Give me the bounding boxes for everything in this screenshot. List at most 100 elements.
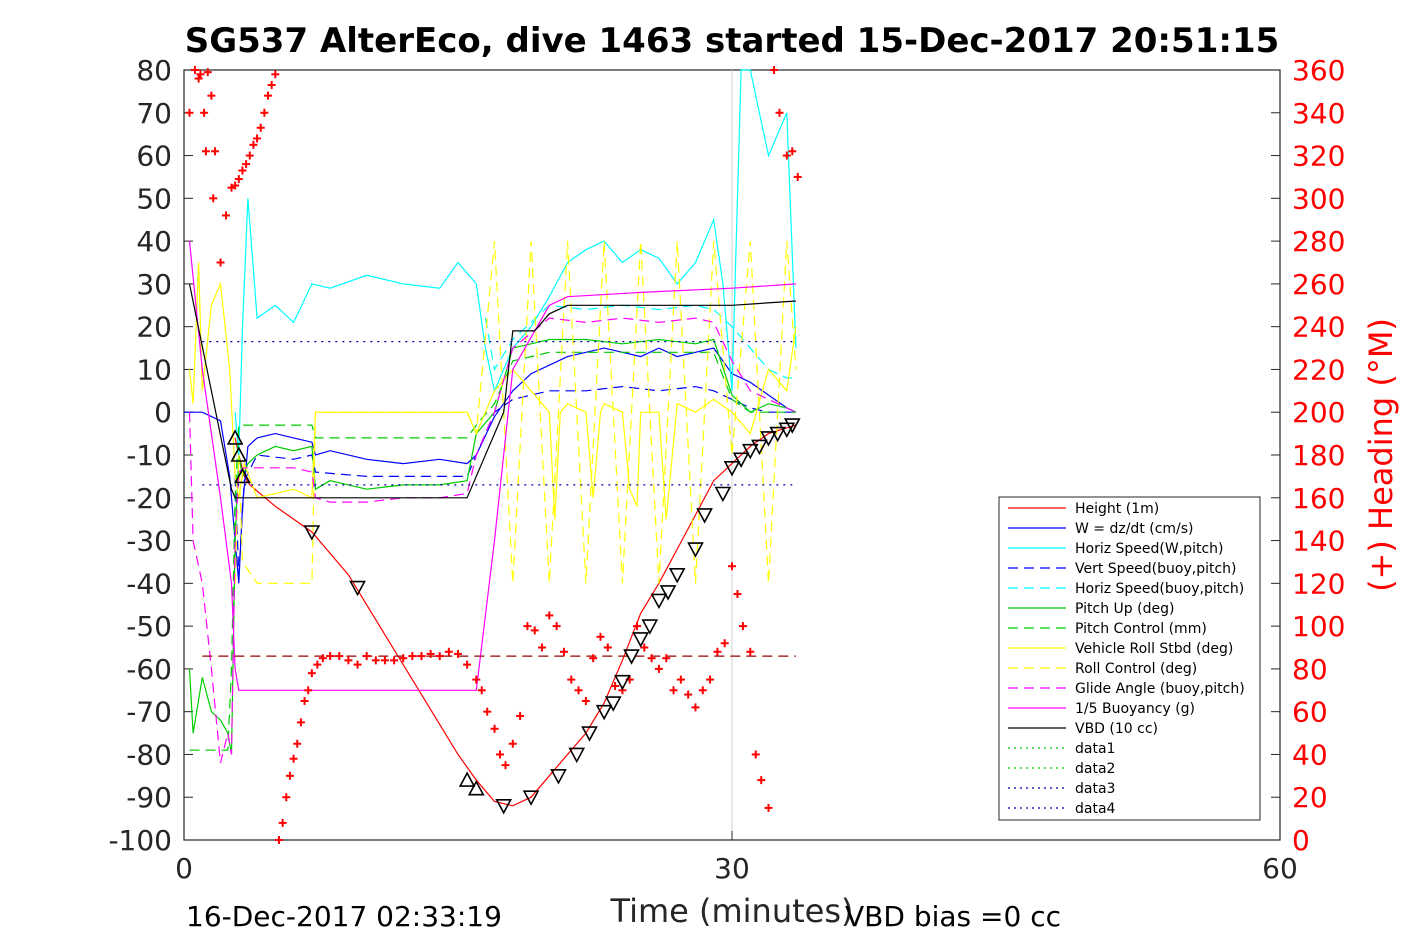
y-right-tick-label: 280 [1292, 225, 1345, 258]
y-right-tick-label: 100 [1292, 610, 1345, 643]
heading-point [362, 652, 371, 661]
heading-point [603, 643, 612, 652]
legend-label: Horiz Speed(buoy,pitch) [1075, 581, 1244, 597]
legend-label: Roll Control (deg) [1075, 661, 1197, 677]
heading-point [207, 91, 216, 100]
legend-label: Pitch Control (mm) [1075, 621, 1207, 637]
series-line-6 [189, 351, 796, 751]
heading-point [746, 647, 755, 656]
y-left-tick-label: 40 [136, 225, 172, 258]
triangle-marker [732, 452, 750, 468]
series-line-0 [234, 424, 797, 807]
triangle-marker [303, 525, 321, 541]
heading-point [775, 108, 784, 117]
triangle-marker [349, 580, 366, 597]
heading-point [211, 147, 220, 156]
heading-point [194, 74, 203, 83]
heading-point [733, 590, 742, 599]
heading-point [222, 211, 231, 220]
y-left-tick-label: -40 [126, 567, 172, 600]
heading-point [698, 686, 707, 695]
y-left-tick-label: -70 [126, 696, 172, 729]
marker-layer [226, 418, 801, 815]
triangle-marker [741, 443, 759, 460]
heading-point [552, 622, 561, 631]
heading-point [264, 91, 273, 100]
legend-label: data4 [1075, 801, 1116, 817]
triangle-marker [783, 418, 801, 434]
heading-point [676, 675, 685, 684]
heading-point [454, 649, 462, 658]
y-right-tick-label: 360 [1292, 54, 1345, 87]
heading-point [371, 656, 380, 665]
legend-label: data3 [1075, 781, 1115, 797]
y-right-tick-label: 40 [1292, 738, 1328, 771]
y-right-tick-label: 200 [1292, 396, 1345, 429]
heading-point [216, 258, 225, 267]
heading-point [326, 652, 335, 661]
heading-point [496, 750, 505, 759]
legend-label: 1/5 Buoyancy (g) [1075, 701, 1195, 717]
triangle-marker [614, 674, 631, 691]
triangle-marker [723, 461, 741, 477]
legend-label: W = dz/dt (cm/s) [1075, 521, 1194, 537]
triangle-marker [623, 649, 640, 665]
triangle-marker [668, 567, 686, 584]
heading-point [738, 622, 747, 631]
x-tick-label: 60 [1262, 852, 1298, 885]
heading-point [751, 750, 760, 759]
x-tick-label: 0 [175, 852, 193, 885]
y-right-tick-label: 160 [1292, 482, 1345, 515]
y-right-tick-label: 260 [1292, 268, 1345, 301]
heading-point [490, 724, 499, 733]
heading-point [477, 686, 486, 695]
heading-point [654, 664, 663, 673]
y-left-tick-label: 20 [136, 311, 172, 344]
heading-point [238, 166, 247, 175]
heading-point [788, 147, 797, 156]
heading-point [589, 654, 598, 663]
y-right-tick-label: 120 [1292, 567, 1345, 600]
heading-point [596, 632, 605, 641]
triangle-marker [568, 747, 586, 764]
legend-label: Vert Speed(buoy,pitch) [1075, 561, 1237, 577]
heading-point [190, 66, 199, 74]
heading-point [501, 761, 510, 770]
heading-point [545, 611, 554, 620]
heading-point [318, 654, 327, 663]
heading-point [483, 707, 492, 716]
y-right-tick-label: 0 [1292, 824, 1310, 857]
heading-point [271, 70, 280, 79]
series-line-10 [188, 241, 796, 691]
heading-point [647, 654, 656, 663]
y-left-tick-label: -100 [108, 824, 172, 857]
heading-point [390, 656, 399, 665]
heading-point [274, 836, 283, 844]
y-right-tick-label: 320 [1292, 140, 1345, 173]
heading-point [417, 652, 426, 661]
heading-point [757, 776, 766, 785]
series-line-7 [188, 262, 797, 520]
series-line-3 [234, 69, 797, 456]
heading-point [770, 66, 779, 74]
series-line-11 [188, 283, 796, 499]
heading-point [538, 643, 547, 652]
triangle-marker [467, 779, 485, 796]
triangle-marker [226, 429, 244, 445]
legend-label: Height (1m) [1075, 501, 1159, 517]
footer-vbd-bias: VBD bias =0 cc [845, 900, 1061, 933]
triangle-marker [632, 632, 650, 648]
triangle-marker [650, 593, 668, 610]
heading-point [581, 696, 590, 705]
triangle-marker [641, 619, 659, 635]
legend-label: Vehicle Roll Stbd (deg) [1075, 641, 1233, 657]
y-axis-left: 80 70 60 50 40 30 20 10 0 -10 -20 -30 -40 -50 -60 -70 -8… [108, 54, 193, 857]
triangle-marker [550, 769, 567, 785]
heading-point [508, 739, 517, 748]
heading-point [285, 771, 294, 780]
series-line-4 [484, 304, 796, 379]
heading-point [380, 656, 389, 665]
x-axis: 0 30 60 [175, 831, 1298, 885]
y-left-tick-label: -80 [126, 738, 172, 771]
